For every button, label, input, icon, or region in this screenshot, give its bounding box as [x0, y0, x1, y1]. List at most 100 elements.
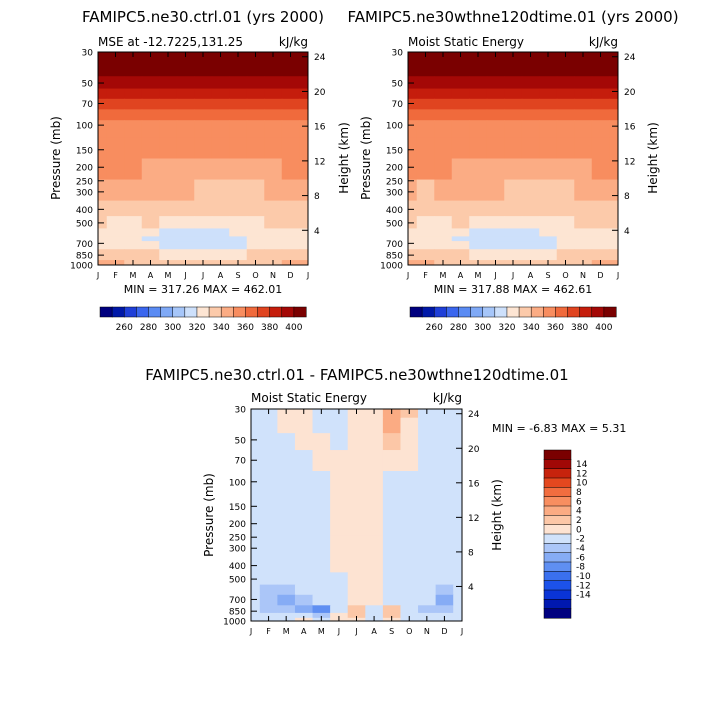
heatmap-cell — [486, 158, 505, 181]
heatmap-cell — [418, 535, 437, 558]
heatmap-cell — [176, 228, 195, 237]
heatmap-cell — [486, 109, 505, 121]
y-tick-label: 30 — [235, 406, 247, 416]
heatmap-cell — [451, 88, 470, 100]
colorbar-label: 12 — [576, 469, 587, 479]
heatmap-cell — [539, 216, 558, 230]
heatmap-cell — [408, 60, 418, 77]
heatmap-cell — [176, 120, 195, 139]
heatmap-cell — [434, 76, 453, 90]
x-tick-label: J — [354, 627, 357, 636]
y-tick-label: 200 — [386, 164, 403, 174]
heatmap-cell — [435, 594, 454, 606]
heatmap-cell — [486, 228, 505, 237]
heatmap-cell — [408, 120, 418, 139]
heatmap-cell — [504, 200, 523, 217]
colorbar-label: 400 — [285, 323, 302, 333]
heatmap-cell — [141, 241, 160, 250]
heatmap-cell — [365, 605, 384, 614]
heatmap-cell — [365, 535, 384, 558]
heatmap-cell — [299, 249, 308, 261]
heatmap-cell — [312, 594, 331, 606]
heatmap-cell — [259, 556, 278, 573]
heatmap-cell — [400, 471, 419, 495]
panel-ctrl: FAMIPC5.ne30.ctrl.01 (yrs 2000) MSE at -… — [49, 8, 351, 333]
heatmap-cell — [106, 241, 125, 250]
heatmap-cell — [416, 179, 435, 202]
heatmap-cell — [299, 200, 308, 217]
heatmap-cell — [141, 236, 160, 242]
y-axis-label: Pressure (mb) — [359, 116, 373, 200]
heatmap-cell — [159, 179, 178, 202]
heatmap-cell — [312, 515, 331, 537]
heatmap-cell — [451, 137, 470, 160]
heatmap-cell — [299, 228, 308, 237]
heatmap-cell — [365, 556, 384, 573]
heatmap-cell — [281, 216, 300, 230]
heatmap-cell — [609, 216, 618, 230]
heatmap-cell — [299, 216, 308, 230]
heatmap-cell — [251, 556, 261, 573]
heatmap-cell — [416, 249, 435, 261]
heatmap-cell — [211, 109, 230, 121]
heatmap-cell — [400, 433, 419, 451]
heatmap-cell — [246, 158, 265, 181]
heatmap-cell — [434, 200, 453, 217]
heatmap-cell — [408, 179, 418, 202]
heatmap-cell — [416, 60, 435, 77]
colorbar-label: 4 — [576, 507, 582, 517]
heatmap-cell — [194, 98, 213, 110]
heatmap-cell — [365, 433, 384, 451]
heatmap-cell — [277, 572, 296, 586]
y-tick-label: 300 — [229, 545, 246, 555]
height-tick-label: 20 — [314, 88, 326, 98]
x-tick-label: O — [252, 271, 258, 280]
heatmap-cell — [416, 216, 435, 230]
heatmap-cell — [347, 471, 366, 495]
heatmap-cell — [141, 200, 160, 217]
heatmap-cell — [264, 179, 283, 202]
heatmap-cell — [281, 228, 300, 237]
heatmap-cell — [435, 433, 454, 451]
heatmap-cell — [176, 179, 195, 202]
heatmap-cell — [124, 109, 143, 121]
heatmap-cell — [229, 109, 248, 121]
heatmap-cell — [159, 200, 178, 217]
heatmap-cell — [591, 228, 610, 237]
heatmap-cell — [277, 556, 296, 573]
x-tick-label: M — [440, 271, 447, 280]
heatmap-cell — [312, 535, 331, 558]
heatmap-cell — [281, 120, 300, 139]
heatmap-cell — [418, 584, 437, 596]
heatmap-cell — [504, 60, 523, 77]
x-tick-label: A — [218, 271, 224, 280]
x-tick-label: M — [283, 627, 290, 636]
heatmap-cell — [400, 572, 419, 586]
heatmap-cell — [259, 433, 278, 451]
heatmap-cell — [434, 98, 453, 110]
heatmap-cell — [347, 605, 366, 614]
heatmap-cell — [400, 494, 419, 516]
heatmap-cell — [469, 60, 488, 77]
colorbar-label: 300 — [164, 323, 181, 333]
heatmap-cell — [591, 158, 610, 181]
heatmap-cell — [281, 241, 300, 250]
colorbar-swatch — [233, 306, 246, 318]
colorbar-swatch — [567, 306, 581, 318]
heatmap-cell — [469, 236, 488, 242]
heatmap-cell — [98, 52, 108, 62]
heatmap-cell — [521, 241, 540, 250]
height-tick-label: 24 — [468, 410, 480, 420]
colorbar-swatch — [543, 496, 572, 507]
heatmap-cell — [365, 612, 384, 619]
heatmap-cell — [277, 612, 296, 619]
heatmap-cell — [453, 433, 462, 451]
heatmap-cell — [434, 241, 453, 250]
heatmap-cell — [504, 228, 523, 237]
heatmap-cell — [434, 249, 453, 261]
heatmap-cell — [176, 60, 195, 77]
panel-subtitle-right: kJ/kg — [433, 391, 462, 405]
heatmap-cell — [312, 556, 331, 573]
